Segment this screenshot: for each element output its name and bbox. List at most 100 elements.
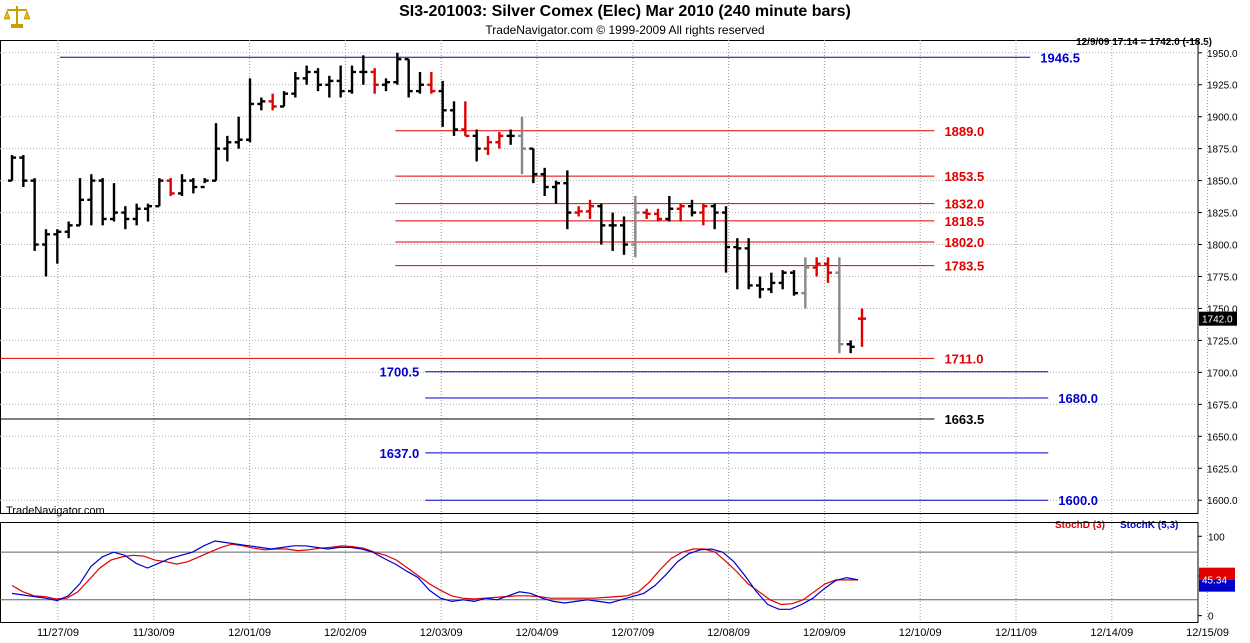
level-label: 1637.0 [380,446,420,461]
ohlc-bar [200,178,209,189]
ohlc-bar [676,203,685,222]
level-label: 1832.0 [944,197,984,212]
ohlc-bar [450,101,458,136]
x-tick-label: 12/08/09 [707,627,750,639]
y-tick-label: 1950.0 [1207,49,1238,60]
ohlc-bar [438,80,447,127]
level-label: 1889.0 [944,124,984,139]
ohlc-bar [291,71,300,98]
ohlc-bar [688,199,696,217]
scales-of-justice-icon [3,4,31,30]
level-label: 1700.5 [380,365,420,380]
ohlc-bar [42,229,50,277]
x-tick-label: 12/14/09 [1090,627,1133,639]
ohlc-bar [756,276,764,299]
y-tick-label: 1800.0 [1207,241,1238,252]
y-tick-label: 1775.0 [1207,273,1238,284]
ohlc-bar [733,238,742,290]
level-label: 1802.0 [944,235,984,250]
level-label: 1663.5 [944,412,984,427]
ohlc-bar [325,75,334,98]
legend-stochd: StochD (3) [1055,520,1105,531]
y-tick-label: 1675.0 [1207,400,1238,411]
ohlc-bar [98,178,107,226]
stoch-last-box-top [1199,567,1235,580]
ohlc-bar [223,135,232,162]
level-label: 1946.5 [1040,50,1080,65]
ohlc-bar [631,195,640,258]
ohlc-bar [212,123,220,182]
y-tick-label: 1750.0 [1207,304,1238,315]
ohlc-bar [132,203,141,226]
y-tick-label: 1700.0 [1207,368,1238,379]
ohlc-bar [586,199,594,219]
chart-title: SI3-201003: Silver Comex (Elec) Mar 2010… [399,3,851,20]
stoch-tick-label: 0 [1208,612,1214,623]
x-tick-label: 12/15/09 [1186,627,1229,639]
ohlc-bar [110,183,118,222]
ohlc-bar [665,195,674,222]
ohlc-bar [654,208,662,222]
x-tick-label: 12/03/09 [420,627,463,639]
stoch-panel-frame [0,522,1199,623]
ohlc-bar [121,206,130,230]
y-tick-label: 1875.0 [1207,145,1238,156]
ohlc-bar [302,65,311,85]
ohlc-bar [155,178,164,208]
ohlc-bar [53,229,62,264]
ohlc-bar [370,68,379,94]
ohlc-bar [506,129,515,145]
ohlc-bar [76,178,84,227]
ohlc-bar [529,147,538,184]
x-tick-label: 11/30/09 [133,627,175,639]
level-label: 1680.0 [1058,391,1098,406]
ohlc-bar [710,203,719,230]
ohlc-bar [608,212,617,251]
ohlc-bar [393,52,402,85]
ohlc-bar [620,216,628,255]
y-tick-label: 1625.0 [1207,464,1238,475]
ohlc-bar [642,208,651,219]
ohlc-bar [382,78,390,92]
ohlc-bar [336,65,345,98]
ohlc-bar [64,221,73,239]
y-tick-label: 1825.0 [1207,209,1238,220]
x-tick-label: 12/10/09 [899,627,942,639]
ohlc-bar [540,167,549,196]
x-tick-label: 12/09/09 [803,627,846,639]
ohlc-bar [19,155,28,188]
last-price-box [1199,311,1237,326]
x-tick-label: 11/27/09 [37,627,79,639]
ohlc-bar [427,71,436,94]
stochk-line [11,540,859,610]
stoch-last-label: 45.34 [1202,576,1227,587]
ohlc-bar [268,93,277,111]
ohlc-bar [404,57,413,98]
ohlc-bar [699,203,708,226]
y-tick-label: 1900.0 [1207,113,1238,124]
stoch-tick-label: 100 [1208,532,1225,543]
ohlc-bar [8,155,16,182]
ohlc-bar [801,257,810,309]
ohlc-bar [846,340,855,354]
ohlc-bar [461,101,470,138]
ohlc-bar [722,206,730,273]
y-tick-label: 1600.0 [1207,496,1238,507]
ohlc-bar [359,55,368,85]
ohlc-bar [858,308,866,347]
ohlc-bar [246,78,254,143]
ohlc-bar [178,174,186,196]
y-tick-label: 1850.0 [1207,177,1238,188]
ohlc-bar [835,257,844,354]
last-price-status: 12/9/09 17:14 = 1742.0 (-18.5) [1076,37,1212,48]
ohlc-bar [812,257,821,277]
ohlc-bar [484,135,492,156]
x-tick-label: 12/11/09 [995,627,1037,639]
last-price-label: 1742.0 [1202,315,1233,326]
ohlc-bar [189,178,198,194]
ohlc-bar [472,129,481,162]
ohlc-bar [280,91,288,108]
ohlc-bar [552,180,560,204]
level-label: 1600.0 [1058,493,1098,508]
